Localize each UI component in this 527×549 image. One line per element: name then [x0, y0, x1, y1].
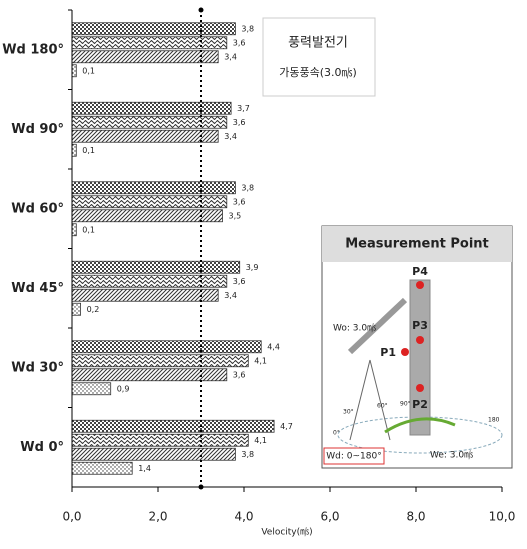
value-label: 3,6: [233, 277, 246, 286]
value-label: 0,9: [117, 384, 130, 393]
bar: [72, 23, 235, 35]
value-label: 3,8: [241, 24, 254, 33]
value-label: 3,6: [233, 118, 246, 127]
value-label: 4,4: [267, 342, 280, 351]
bar: [72, 144, 76, 156]
inset: Measurement Point P4 P3 P1 P2 Wo: 3.0㎧ W…: [322, 226, 512, 468]
x-tick-label: 6,0: [320, 510, 339, 524]
bar: [72, 420, 274, 432]
bar: [72, 261, 240, 273]
bar: [72, 102, 231, 114]
value-label: 3,8: [241, 450, 254, 459]
value-label: 3,7: [237, 104, 250, 113]
value-label: 3,5: [229, 211, 242, 220]
value-label: 4,1: [254, 436, 267, 445]
point-label: P1: [380, 346, 396, 359]
value-label: 3,6: [233, 370, 246, 379]
value-label: 3,8: [241, 183, 254, 192]
value-label: 3,6: [233, 38, 246, 47]
threshold-end: [199, 485, 204, 490]
x-axis-label: Velocity(㎧): [261, 527, 312, 538]
x-tick-label: 10,0: [489, 510, 516, 524]
we-label: We: 3.0㎧: [430, 450, 473, 461]
bar: [72, 182, 235, 194]
inset-title: Measurement Point: [345, 237, 489, 252]
bar: [72, 341, 261, 353]
value-label: 0,1: [82, 146, 95, 155]
bar: [72, 355, 248, 367]
y-tick-label: Wd 0°: [20, 440, 64, 455]
x-tick-label: 4,0: [234, 510, 253, 524]
y-tick-label: Wd 45°: [11, 281, 64, 296]
point: [416, 384, 424, 392]
bar: [72, 303, 81, 315]
annotation: 풍력발전기: [288, 36, 348, 51]
value-label: 0,2: [87, 305, 100, 314]
value-label: 0,1: [82, 225, 95, 234]
point-label: P2: [412, 398, 428, 411]
bar: [72, 383, 111, 395]
angle-label: 180: [488, 417, 500, 424]
point: [416, 281, 424, 289]
value-label: 3,9: [246, 263, 259, 272]
value-label: 3,4: [224, 291, 237, 300]
angle-label: 90°: [400, 401, 411, 408]
annotation-box: [263, 18, 375, 96]
value-label: 3,6: [233, 197, 246, 206]
value-label: 4,7: [280, 422, 293, 431]
x-tick-label: 2,0: [148, 510, 167, 524]
bar: [72, 37, 227, 49]
y-tick-label: Wd 60°: [11, 201, 64, 216]
point-label: P3: [412, 319, 428, 332]
bar: [72, 448, 235, 460]
angle-label: 60°: [377, 403, 388, 410]
value-label: 3,4: [224, 52, 237, 61]
tower: [410, 280, 430, 435]
annotation: 가동풍속(3.0㎧): [279, 66, 357, 79]
bar: [72, 116, 227, 128]
bar: [72, 434, 248, 446]
bar: [72, 289, 218, 301]
bar: [72, 224, 76, 236]
value-label: 1,4: [138, 464, 151, 473]
value-label: 4,1: [254, 356, 267, 365]
x-tick-label: 0,0: [62, 510, 81, 524]
y-tick-label: Wd 180°: [2, 42, 64, 57]
bar: [72, 369, 227, 381]
bar: [72, 65, 76, 77]
bar: [72, 275, 227, 287]
y-tick-label: Wd 90°: [11, 122, 64, 137]
y-tick-label: Wd 30°: [11, 360, 64, 375]
bar: [72, 51, 218, 63]
value-label: 0,1: [82, 66, 95, 75]
bar: [72, 210, 223, 222]
angle-label: 0°: [333, 430, 340, 437]
chart: Velocity(㎧) 0,0 2,0 4,0 6,0 8,0 10,0 Wd 180° 3,…: [0, 0, 527, 545]
wo-label: Wo: 3.0㎧: [333, 323, 376, 334]
bar: [72, 130, 218, 142]
point: [401, 348, 409, 356]
bar: [72, 196, 227, 208]
threshold-end: [199, 8, 204, 13]
wd-label: Wd: 0~180°: [326, 452, 381, 462]
x-tick-label: 8,0: [406, 510, 425, 524]
angle-label: 30°: [343, 409, 354, 416]
value-label: 3,4: [224, 132, 237, 141]
point: [416, 336, 424, 344]
bar: [72, 462, 132, 474]
point-label: P4: [412, 265, 428, 278]
